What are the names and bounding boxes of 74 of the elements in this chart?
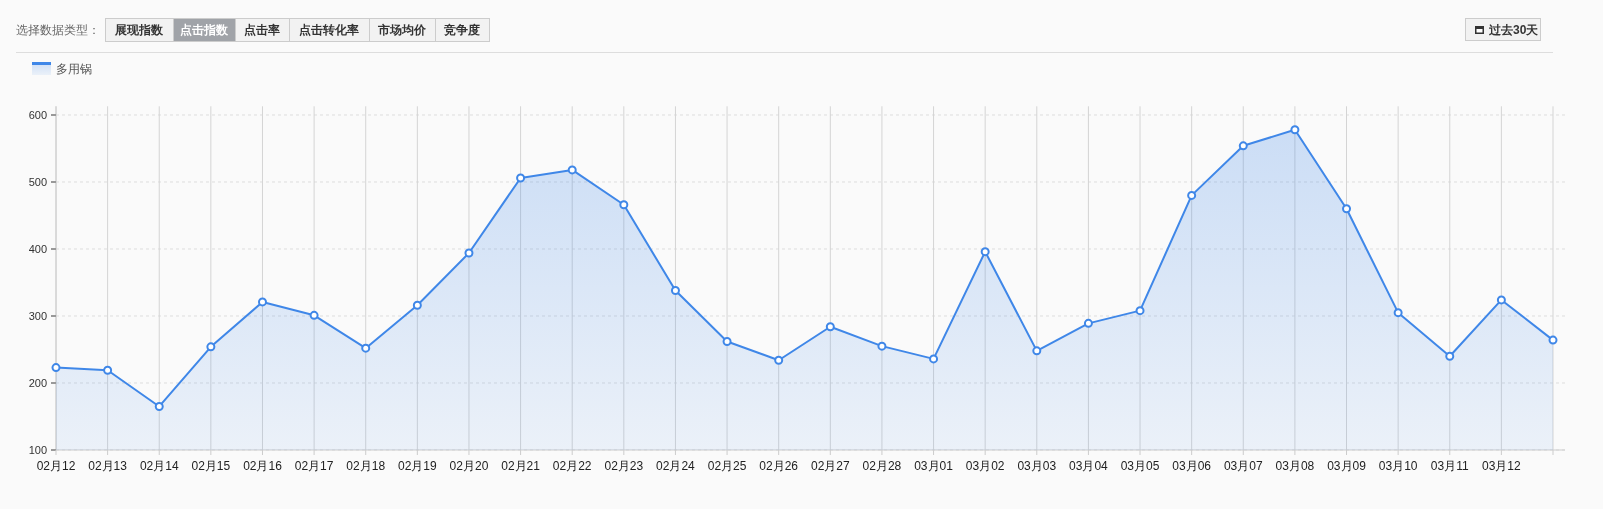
point — [929, 354, 939, 364]
text: 展现指数 — [114, 23, 164, 37]
point — [1135, 306, 1145, 316]
point — [412, 300, 422, 310]
point — [1548, 335, 1558, 345]
x-tick-label: 03月09 — [1327, 459, 1367, 473]
x-tick-label: 02月21 — [501, 459, 541, 473]
point — [1393, 308, 1403, 318]
point — [103, 365, 113, 375]
x-tick-label: 03月06 — [1172, 459, 1212, 473]
x-tick-label: 02月28 — [862, 459, 902, 473]
point — [619, 200, 629, 210]
x-tick-label: 03月11 — [1430, 459, 1469, 473]
x-tick-label: 03月01 — [914, 459, 954, 473]
x-tick-label: 03月04 — [1069, 459, 1109, 473]
point — [1187, 190, 1197, 200]
text: 点击转化率 — [299, 23, 359, 37]
point — [361, 343, 371, 353]
x-tick-label: 02月19 — [397, 459, 438, 473]
x-tick-label: 03月03 — [1017, 459, 1057, 473]
text: 市场均价 — [377, 23, 427, 37]
text: 点击指数 — [180, 23, 229, 37]
x-tick-label: 02月23 — [604, 459, 644, 473]
x-tick-label: 03月12 — [1482, 459, 1522, 473]
point — [1032, 346, 1042, 356]
point — [567, 165, 577, 175]
x-tick-label: 02月18 — [346, 459, 386, 473]
x-tick-label: 02月14 — [139, 459, 179, 473]
point — [154, 401, 164, 411]
point — [722, 336, 732, 346]
x-tick-label: 02月25 — [707, 459, 747, 473]
point — [877, 341, 887, 351]
y-tick-label: 400 — [28, 243, 47, 255]
x-tick-label: 03月02 — [965, 459, 1005, 473]
y-tick-label: 200 — [28, 377, 47, 389]
x-tick-label: 02月22 — [552, 459, 592, 473]
text: 过去30天 — [1488, 23, 1540, 37]
point — [51, 363, 61, 373]
point — [825, 322, 835, 332]
point — [1083, 318, 1093, 328]
point — [1496, 295, 1506, 305]
x-tick-label: 03月05 — [1120, 459, 1160, 473]
y-tick-label: 500 — [28, 176, 47, 188]
y-tick-label: 600 — [28, 109, 47, 121]
x-tick-label: 03月10 — [1378, 459, 1418, 473]
legend-label: 多用锅 — [56, 62, 92, 76]
point — [1342, 204, 1352, 214]
point — [1290, 125, 1300, 135]
point — [309, 310, 319, 320]
x-tick-label: 02月24 — [656, 459, 696, 473]
x-tick-label: 02月13 — [88, 459, 128, 473]
point — [670, 286, 680, 296]
text: 选择数据类型： — [16, 23, 100, 37]
x-tick-label: 02月27 — [810, 459, 850, 473]
point — [1238, 141, 1248, 151]
x-tick-label: 03月07 — [1223, 459, 1263, 473]
x-tick-label: 02月16 — [243, 459, 283, 473]
x-tick-label: 02月20 — [449, 459, 489, 473]
point — [1445, 351, 1455, 361]
point — [206, 342, 216, 352]
x-tick-label: 03月08 — [1275, 459, 1315, 473]
text: 竞争度 — [443, 23, 480, 37]
point — [464, 248, 474, 258]
point — [257, 297, 267, 307]
y-tick-label: 300 — [28, 310, 47, 322]
y-tick-label: 100 — [28, 444, 47, 456]
text: 点击率 — [244, 23, 280, 37]
x-tick-label: 02月12 — [36, 459, 76, 473]
point — [980, 247, 990, 257]
x-tick-label: 02月15 — [191, 459, 231, 473]
x-tick-label: 02月17 — [294, 459, 334, 473]
point — [774, 355, 784, 365]
x-tick-label: 02月26 — [759, 459, 799, 473]
point — [516, 173, 526, 183]
